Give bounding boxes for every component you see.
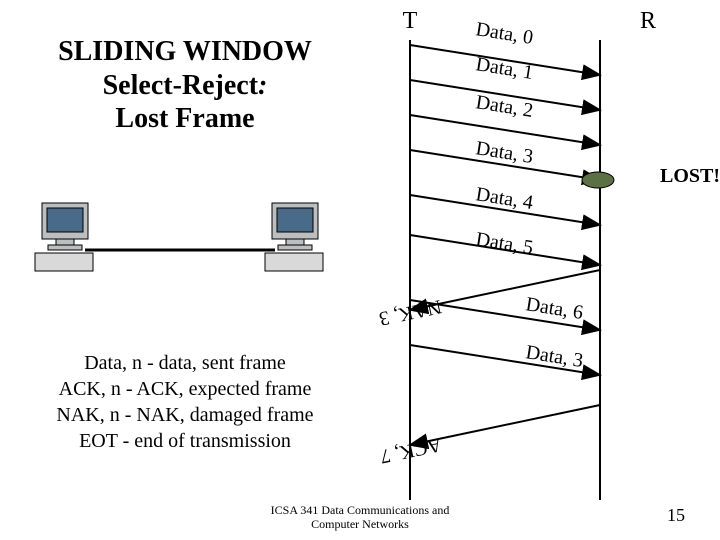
title-line-1: SLIDING WINDOW xyxy=(58,36,312,67)
svg-text:Data, 4: Data, 4 xyxy=(474,183,534,214)
legend-line-1: Data, n - data, sent frame xyxy=(20,350,350,376)
legend: Data, n - data, sent frame ACK, n - ACK,… xyxy=(20,350,350,454)
lost-label: LOST! xyxy=(660,165,720,188)
legend-line-2: ACK, n - ACK, expected frame xyxy=(20,376,350,402)
slide: SLIDING WINDOW Select-Reject: Lost Frame xyxy=(0,0,720,540)
svg-text:Data, 1: Data, 1 xyxy=(474,53,534,84)
footer-line-2: Computer Networks xyxy=(311,517,409,531)
footer: ICSA 341 Data Communications and Compute… xyxy=(0,504,720,532)
sequence-diagram: T R Data, 0 Data, 1 Data, 2 Data, 3 Data, 4 Dat… xyxy=(370,0,680,510)
title-line-3: Lost Frame xyxy=(115,103,254,134)
svg-text:Data, 0: Data, 0 xyxy=(474,18,534,49)
svg-text:Data, 5: Data, 5 xyxy=(474,228,534,259)
slide-title: SLIDING WINDOW Select-Reject: Lost Frame xyxy=(20,35,350,136)
footer-line-1: ICSA 341 Data Communications and xyxy=(271,503,450,517)
svg-text:Data, 3: Data, 3 xyxy=(524,341,584,372)
svg-text:R: R xyxy=(640,8,656,34)
svg-text:Data, 3: Data, 3 xyxy=(474,137,534,168)
svg-text:T: T xyxy=(403,8,418,34)
legend-line-4: EOT - end of transmission xyxy=(20,428,350,454)
legend-line-3: NAK, n - NAK, damaged frame xyxy=(20,402,350,428)
computers-illustration xyxy=(30,195,330,285)
page-number: 15 xyxy=(667,505,685,526)
title-line-2: Select-Reject: xyxy=(103,70,268,101)
svg-text:Data, 2: Data, 2 xyxy=(474,91,534,122)
